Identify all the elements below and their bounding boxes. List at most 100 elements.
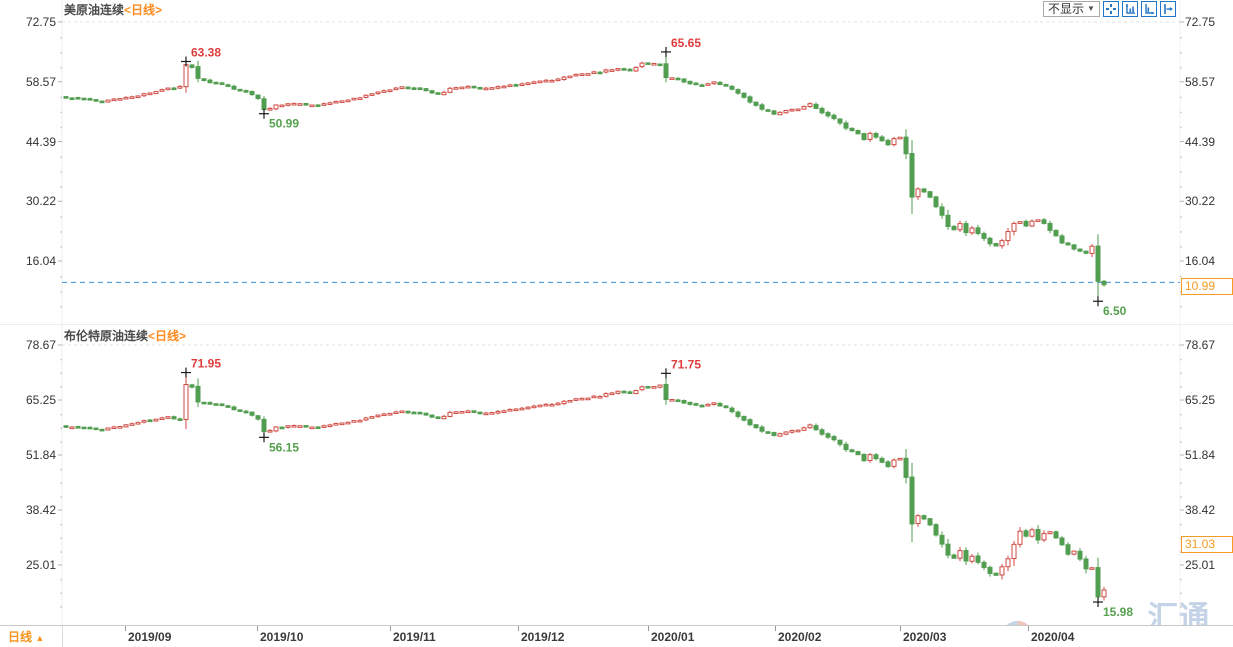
y-axis-label: 51.84: [25, 448, 56, 462]
candlestick: [207, 402, 213, 405]
candlestick: [795, 429, 801, 433]
candlestick: [741, 92, 747, 98]
candlestick: [1005, 558, 1011, 568]
y-axis-minor-tick: [1180, 592, 1182, 595]
candlestick: [399, 410, 405, 414]
y-axis-minor-tick: [1180, 156, 1182, 159]
candlestick: [387, 89, 393, 92]
y-axis-label: 65.25: [25, 393, 56, 408]
candlestick: [603, 393, 609, 397]
crosshair-move-icon[interactable]: [1102, 1, 1119, 17]
candlestick: [831, 436, 837, 441]
candlestick: [213, 81, 219, 85]
candlestick: [237, 88, 243, 92]
low-price-annotation: 50.99: [269, 117, 299, 131]
candlestick: [1017, 221, 1023, 224]
candlestick: [981, 233, 987, 239]
x-axis-bar: 日线 ▲ 2019/09 2019/10 2019/11 2019/12 2020/01…: [0, 625, 1233, 647]
period-tab-daily[interactable]: 日线 ▲: [8, 626, 44, 647]
candlestick: [753, 424, 759, 429]
candlestick: [669, 399, 675, 402]
fit-x-axis-icon[interactable]: [1140, 1, 1157, 17]
candlestick: [273, 426, 279, 432]
candlestick: [447, 411, 453, 417]
low-price-annotation: 15.98: [1103, 605, 1133, 619]
candlestick: [393, 87, 399, 91]
candlestick: [411, 87, 417, 91]
fit-y-axis-icon[interactable]: [1121, 1, 1138, 17]
panel-title-us-crude: 美原油连续<日线>: [64, 1, 162, 18]
candlestick: [717, 402, 723, 407]
candlestick: [441, 415, 447, 420]
y-axis-minor-tick: [60, 578, 63, 581]
y-axis-minor-tick: [60, 231, 63, 233]
y-axis-minor-tick: [60, 427, 63, 430]
caret-up-icon: ▲: [35, 633, 45, 643]
candlestick: [711, 81, 717, 85]
candlestick: [999, 566, 1005, 576]
candlestick: [87, 98, 93, 101]
period-tag: <日线>: [148, 329, 187, 343]
candlestick: [237, 409, 243, 412]
x-axis-tick: [390, 626, 391, 631]
candlestick: [213, 403, 219, 406]
candlestick: [999, 240, 1005, 247]
candlestick: [729, 407, 735, 413]
candlestick: [81, 426, 87, 430]
candlestick: [615, 390, 621, 394]
caret-down-icon: ▼: [1087, 4, 1095, 13]
x-axis-tick: [1028, 626, 1029, 631]
y-axis-minor-tick: [1180, 441, 1182, 443]
candlestick: [579, 397, 585, 401]
y-axis-minor-tick: [1180, 171, 1182, 174]
candlestick: [105, 427, 111, 431]
candlestick: [129, 96, 135, 99]
candlestick: [789, 430, 795, 433]
candlestick: [303, 102, 309, 106]
candlestick: [459, 86, 465, 90]
candlestick: [891, 459, 897, 467]
candlestick: [849, 449, 855, 453]
candlestick: [1077, 248, 1083, 252]
candlestick: [225, 405, 231, 408]
candlestick: [429, 90, 435, 94]
candlestick: [861, 453, 867, 462]
candlestick: [777, 433, 783, 437]
y-axis-label: 78.67: [25, 338, 56, 352]
candlestick: [723, 84, 729, 87]
candlestick: [1065, 544, 1071, 555]
candlestick: [495, 410, 501, 414]
pan-right-icon[interactable]: [1159, 1, 1176, 17]
candlestick: [1071, 244, 1077, 250]
display-mode-dropdown[interactable]: 不显示 ▼: [1043, 1, 1100, 17]
candlestick: [1011, 222, 1017, 232]
candlestick: [177, 418, 183, 421]
candlestick: [471, 410, 477, 413]
candlestick: [837, 439, 843, 445]
low-price-annotation: 6.50: [1103, 304, 1127, 318]
x-axis-tick: [648, 626, 649, 631]
candlestick: [735, 89, 741, 94]
candlestick: [147, 419, 153, 423]
candlestick: [153, 418, 159, 422]
candlestick: [327, 424, 333, 428]
candlestick: [831, 114, 837, 120]
candlestick: [435, 92, 441, 95]
candlestick: [183, 384, 189, 420]
candlestick: [747, 419, 753, 426]
candlestick: [981, 561, 987, 568]
candlestick: [255, 94, 261, 100]
y-axis-minor-tick: [1180, 231, 1182, 233]
y-axis-minor-tick: [60, 358, 63, 361]
candlestick: [747, 96, 753, 103]
candlestick: [549, 79, 555, 83]
candlestick: [405, 86, 411, 90]
candlestick: [201, 401, 207, 405]
candlestick: [123, 424, 129, 428]
candlestick: [423, 88, 429, 92]
candlestick: [1095, 567, 1101, 598]
candlestick: [993, 243, 999, 247]
y-axis-minor-tick: [60, 413, 63, 416]
candlestick: [333, 100, 339, 104]
